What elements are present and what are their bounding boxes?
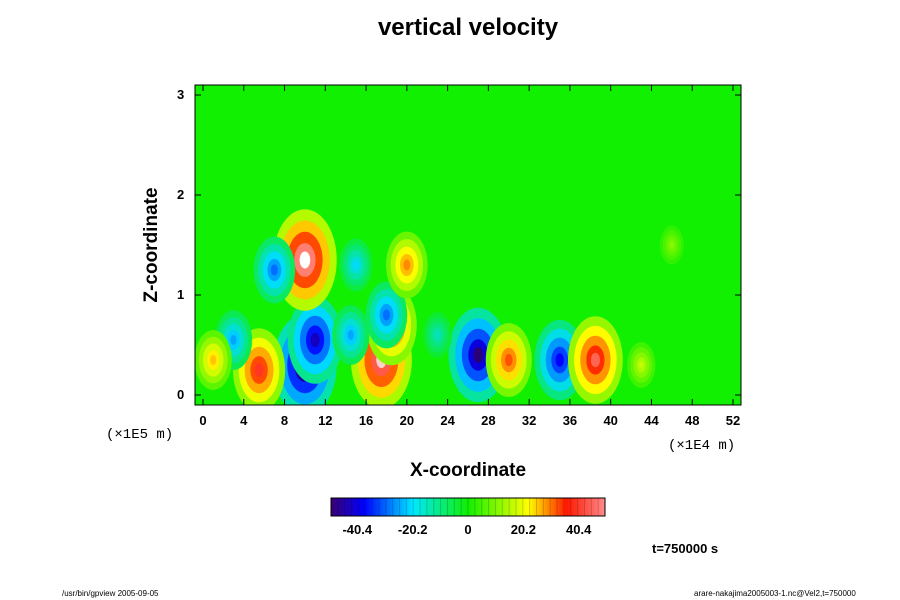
x-tick-label: 20	[399, 413, 415, 428]
footer-right: arare-nakajima2005003-1.nc@Vel2,t=750000	[694, 589, 856, 598]
velocity-feature	[310, 332, 320, 348]
axis-ticks	[195, 85, 741, 405]
z-tick-label: 2	[177, 187, 185, 202]
velocity-feature	[504, 353, 513, 367]
velocity-feature	[347, 330, 354, 340]
velocity-feature	[210, 355, 217, 365]
velocity-feature	[353, 260, 359, 270]
colorbar	[330, 497, 606, 517]
x-tick-label: 36	[562, 413, 578, 428]
x-tick-label: 4	[240, 413, 248, 428]
x-axis-label: X-coordinate	[409, 460, 527, 481]
z-unit-label: (×1E5 m)	[106, 427, 174, 443]
velocity-feature	[638, 361, 644, 369]
colorbar-tick-label: 40.4	[566, 522, 592, 537]
x-tick-label: 24	[440, 413, 455, 428]
velocity-feature	[254, 363, 264, 377]
x-tick-label: 28	[481, 413, 496, 428]
x-tick-label: 44	[644, 413, 659, 428]
y-axis-label: Z-coordinate	[141, 187, 162, 303]
velocity-feature	[299, 251, 311, 269]
x-tick-label: 48	[684, 413, 700, 428]
x-tick-label: 0	[199, 413, 207, 428]
velocity-feature	[403, 259, 411, 271]
time-label: t=750000 s	[652, 541, 719, 556]
velocity-feature	[590, 352, 601, 368]
x-tick-label: 40	[603, 413, 618, 428]
z-tick-label: 1	[177, 287, 185, 302]
velocity-feature	[230, 335, 237, 345]
plot-frame	[194, 84, 742, 406]
x-tick-label: 12	[318, 413, 333, 428]
colorbar-tick-label: -20.2	[397, 522, 428, 537]
z-tick-label: 3	[177, 87, 185, 102]
colorbar-tick-label: -40.4	[342, 522, 373, 537]
x-unit-label: (×1E4 m)	[668, 438, 736, 454]
colorbar-tick-label: 0	[464, 522, 472, 537]
x-tick-label: 32	[521, 413, 537, 428]
velocity-feature	[435, 331, 440, 339]
colorbar-ticks	[330, 498, 606, 516]
velocity-feature	[382, 309, 390, 321]
x-tick-label: 16	[358, 413, 374, 428]
velocity-feature	[669, 241, 674, 249]
x-tick-label: 8	[280, 413, 289, 428]
velocity-field	[195, 209, 684, 405]
z-tick-label: 0	[177, 387, 185, 402]
velocity-feature	[555, 353, 564, 367]
x-tick-label: 52	[725, 413, 741, 428]
velocity-feature	[473, 347, 484, 363]
footer-left: /usr/bin/gpview 2005-09-05	[62, 589, 159, 598]
velocity-feature	[270, 264, 278, 276]
chart-title: vertical velocity	[377, 14, 559, 41]
colorbar-tick-label: 20.2	[510, 522, 536, 537]
